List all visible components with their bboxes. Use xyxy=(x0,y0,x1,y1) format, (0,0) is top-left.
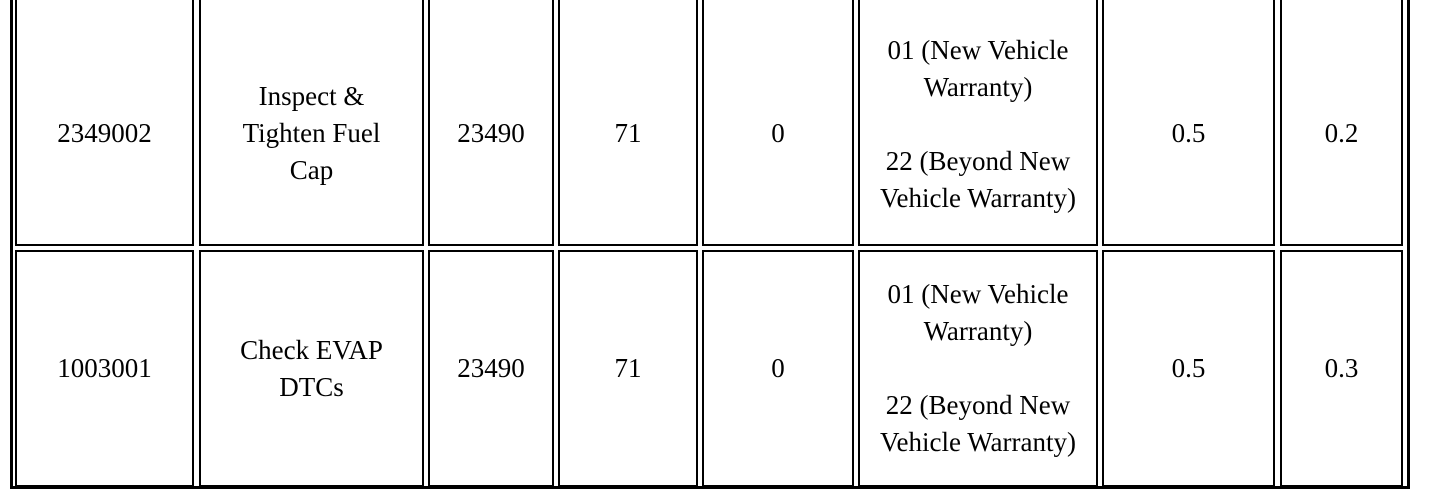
value-cell: 0.5 xyxy=(1102,250,1275,487)
value-cell: 0 xyxy=(702,0,854,246)
warranty-cell: 01 (New Vehicle Warranty) 22 (Beyond New… xyxy=(858,0,1098,246)
description-cell: Inspect & Tighten Fuel Cap xyxy=(199,0,424,246)
code-cell: 2349002 xyxy=(15,0,194,246)
value-cell: 23490 xyxy=(428,0,554,246)
value-cell: 71 xyxy=(558,0,698,246)
value-cell: 23490 xyxy=(428,250,554,487)
code-cell: 1003001 xyxy=(15,250,194,487)
description-cell: Check EVAP DTCs xyxy=(199,250,424,487)
warranty-cell: 01 (New Vehicle Warranty) 22 (Beyond New… xyxy=(858,250,1098,487)
table-outer-border xyxy=(10,0,1410,489)
value-cell: 0 xyxy=(702,250,854,487)
value-cell: 0.5 xyxy=(1102,0,1275,246)
value-cell: 0.3 xyxy=(1280,250,1403,487)
value-cell: 71 xyxy=(558,250,698,487)
value-cell: 0.2 xyxy=(1280,0,1403,246)
